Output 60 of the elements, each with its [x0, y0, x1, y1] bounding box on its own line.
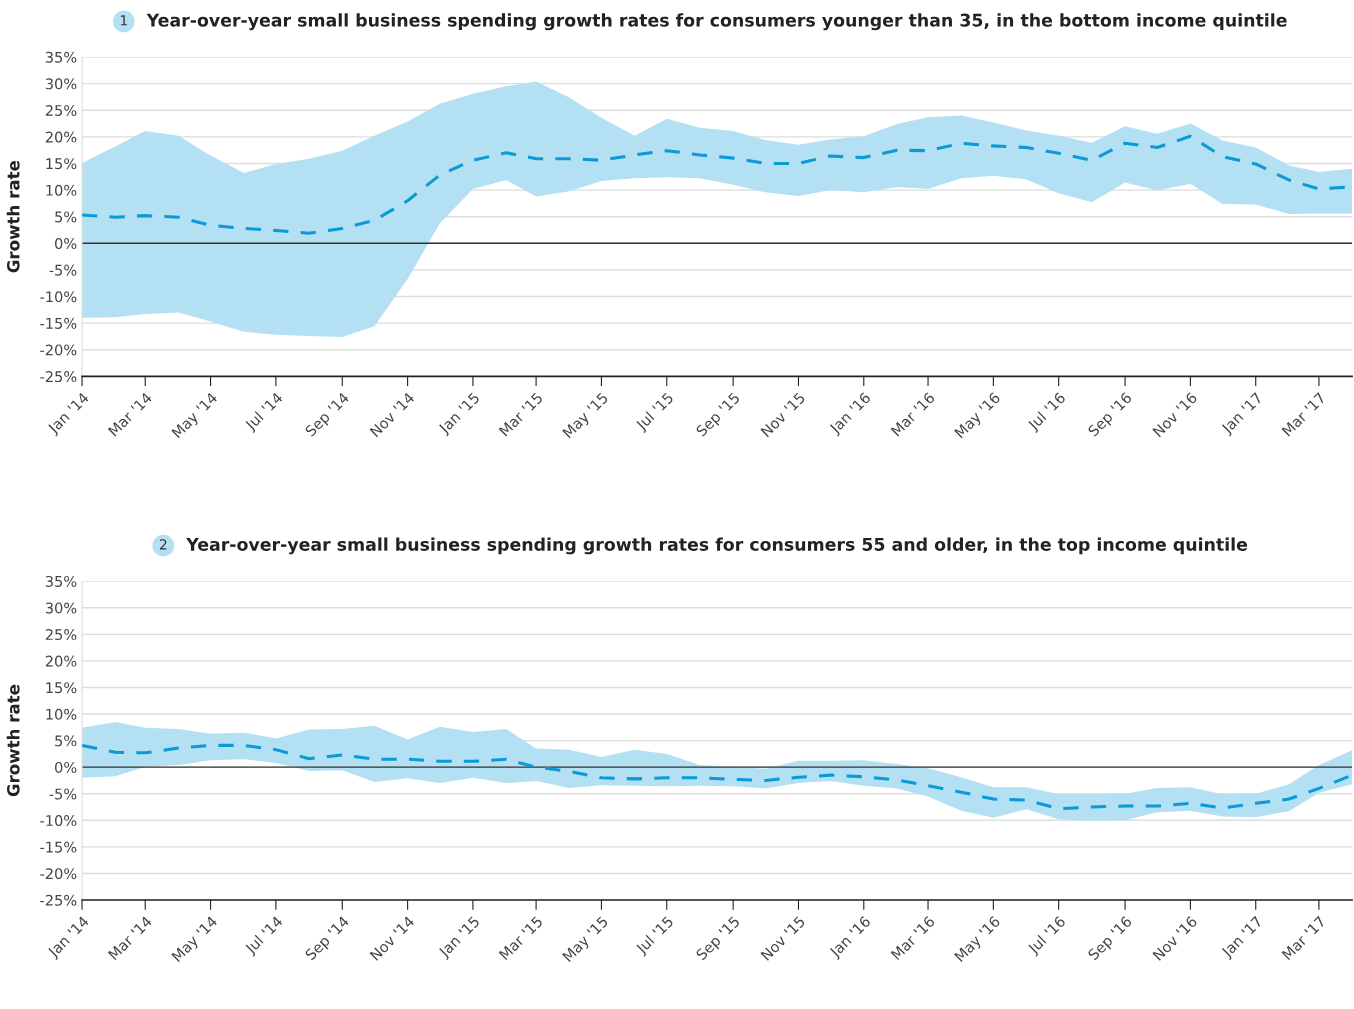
x-tick-label: Sep '16 [1087, 391, 1135, 439]
x-tick-label: Sep '16 [1087, 915, 1135, 963]
y-axis-title: Growth rate [6, 684, 20, 797]
y-tick-label: -10% [40, 815, 77, 827]
y-tick-label: -20% [40, 868, 77, 880]
y-tick-label: 0% [55, 761, 77, 773]
y-tick-label: -25% [40, 371, 77, 383]
y-tick-label: 20% [45, 655, 77, 667]
y-tick-label: -25% [40, 894, 77, 906]
x-tick-label: Mar '14 [107, 915, 153, 961]
x-tick-label: Jul '16 [1026, 915, 1068, 957]
x-tick-label: Jan '14 [46, 915, 92, 961]
x-tick-label: Jan '17 [1220, 392, 1265, 437]
y-tick-label: -15% [40, 317, 77, 329]
x-tick-label: Jan '16 [828, 391, 874, 437]
y-tick-label: -10% [40, 291, 77, 303]
x-tick-label: Jan '15 [437, 915, 482, 961]
x-tick-label: Sep '15 [695, 915, 743, 963]
y-tick-label: 15% [46, 158, 77, 170]
x-tick-label: Mar '16 [890, 915, 936, 961]
y-tick-label: 30% [45, 78, 77, 90]
x-tick-label: Nov '15 [760, 392, 806, 438]
chart-title: Year-over-year small business spending growth rates for consumers younger than 35, in the bottom income quintile [146, 13, 1287, 31]
x-tick-label: Jul '14 [243, 915, 286, 957]
x-tick-label: Jul '15 [634, 915, 676, 957]
x-tick-label: Sep '15 [695, 392, 743, 439]
y-tick-label: 30% [45, 602, 77, 614]
x-tick-label: Sep '14 [304, 391, 352, 439]
y-tick-label: 20% [45, 131, 77, 143]
y-tick-label: 10% [46, 184, 77, 196]
y-tick-label: 0% [55, 238, 77, 250]
y-tick-label: 15% [46, 682, 77, 694]
y-tick-label: 25% [45, 104, 77, 116]
x-tick-label: Mar '17 [1281, 915, 1327, 961]
y-tick-label: -5% [49, 264, 77, 276]
y-tick-label: 25% [45, 629, 77, 641]
y-tick-label: -20% [40, 344, 77, 356]
y-tick-label: 10% [46, 708, 77, 720]
y-tick-label: 5% [55, 211, 77, 223]
y-tick-label: 5% [55, 735, 77, 747]
text: 2 [159, 539, 167, 550]
x-tick-label: Jan '17 [1220, 915, 1265, 961]
chart-title: Year-over-year small business spending growth rates for consumers 55 and older, in the top income quintile [186, 537, 1248, 555]
y-tick-label: -5% [49, 788, 77, 800]
x-tick-label: Mar '15 [498, 915, 544, 961]
x-tick-label: Mar '17 [1281, 392, 1327, 437]
x-tick-label: Jan '14 [46, 391, 92, 437]
y-tick-label: 35% [45, 51, 77, 63]
x-tick-label: Sep '14 [304, 915, 352, 963]
y-tick-label: 35% [45, 575, 77, 587]
x-tick-label: Nov '16 [1152, 391, 1198, 438]
y-tick-label: -15% [40, 841, 77, 853]
y-axis-title: Growth rate [6, 160, 20, 273]
x-tick-label: Jul '14 [243, 391, 286, 434]
x-tick-label: Jan '16 [828, 915, 874, 961]
x-tick-label: Jul '15 [634, 391, 676, 434]
text: 1 [120, 15, 127, 26]
x-tick-label: Jan '15 [437, 392, 482, 437]
x-tick-label: Nov '14 [369, 391, 415, 438]
x-tick-label: Jul '16 [1026, 391, 1068, 434]
